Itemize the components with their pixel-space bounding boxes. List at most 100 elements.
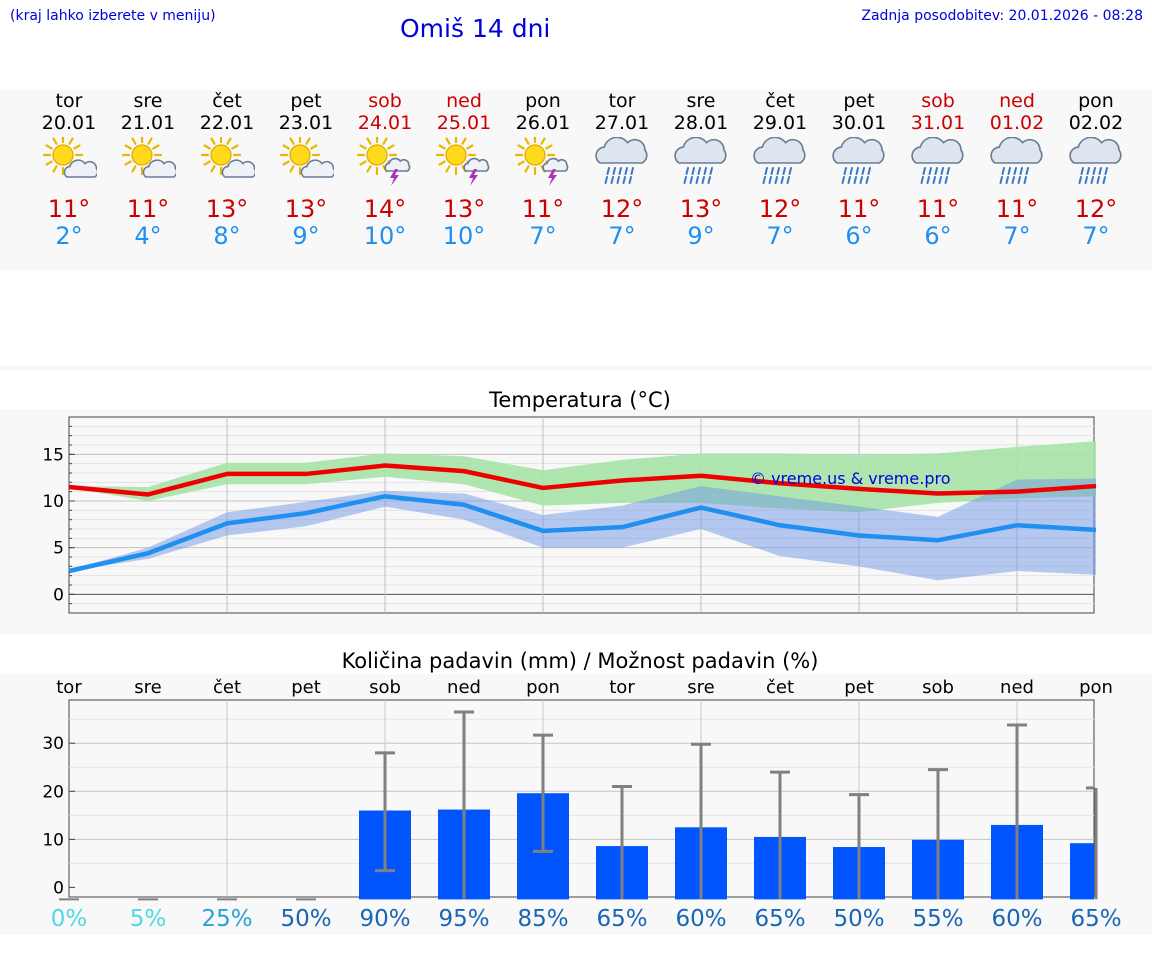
- precip-probability: 50%: [833, 906, 884, 932]
- day-name: čet: [212, 90, 242, 112]
- x-day-label: pet: [291, 677, 321, 698]
- weather-icon: [41, 134, 99, 189]
- day-name: sre: [686, 90, 716, 112]
- precip-probability: 85%: [517, 906, 568, 932]
- precipitation-chart: 0 10 20 30 tor sre čet pet sob ned pon tor sre čet pet…: [42, 677, 1121, 932]
- day-column: pet 23.01 13° 9°: [267, 90, 346, 250]
- day-name: čet: [765, 90, 795, 112]
- sun-thunder-icon: [435, 134, 490, 186]
- sun-cloud-icon: [121, 134, 178, 178]
- max-temp: 13°: [679, 195, 723, 223]
- precip-probability: 60%: [991, 906, 1042, 932]
- max-temp: 12°: [758, 195, 802, 223]
- x-day-label: pon: [526, 677, 560, 698]
- day-name: tor: [608, 90, 636, 112]
- min-temp: 7°: [1082, 222, 1110, 250]
- spacer-band: [0, 365, 1152, 371]
- x-day-label: čet: [766, 677, 794, 698]
- min-temp: 7°: [1003, 222, 1031, 250]
- rain-cloud-icon: [1069, 136, 1122, 184]
- day-column: čet 29.01 12° 7°: [741, 90, 820, 250]
- max-temp: 14°: [363, 195, 407, 223]
- precip-probability: 5%: [130, 906, 167, 932]
- precip-probability: 55%: [912, 906, 963, 932]
- max-temp-range-band: [69, 441, 1096, 513]
- max-temp: 11°: [47, 195, 91, 223]
- precip-probability: 25%: [201, 906, 252, 932]
- rain-cloud-icon: [753, 136, 806, 184]
- max-temp: 11°: [995, 195, 1039, 223]
- weather-icon: [356, 134, 413, 189]
- location-hint: (kraj lahko izberete v meniju): [10, 8, 216, 24]
- day-column: sre 28.01 13° 9°: [662, 90, 741, 250]
- y-tick-label: 5: [53, 539, 64, 559]
- x-day-label: sre: [687, 677, 714, 698]
- max-temp: 12°: [1074, 195, 1118, 223]
- day-column: čet 22.01 13° 8°: [188, 90, 267, 250]
- day-date: 02.02: [1068, 112, 1124, 134]
- max-temp-line: [68, 463, 1097, 497]
- min-temp: 10°: [363, 222, 407, 250]
- temperature-chart: 0 5 10 15 © vreme.us & vreme.pro: [42, 416, 1097, 614]
- precip-probability: 65%: [596, 906, 647, 932]
- day-name: pet: [290, 90, 322, 112]
- weather-icon: [594, 136, 650, 189]
- day-date: 22.01: [199, 112, 255, 134]
- day-date: 21.01: [120, 112, 176, 134]
- day-column: sob 24.01 14° 10°: [346, 90, 425, 250]
- forecast-band: [0, 90, 1152, 270]
- weather-icon: [199, 134, 257, 189]
- min-temp: 2°: [55, 222, 83, 250]
- sun-cloud-icon: [200, 134, 257, 178]
- x-day-label: pon: [1079, 677, 1113, 698]
- day-name: ned: [446, 90, 482, 112]
- min-temp-line: [68, 494, 1097, 574]
- weather-icon: [1068, 136, 1124, 189]
- y-tick-label: 10: [42, 830, 64, 850]
- day-column: tor 27.01 12° 7°: [583, 90, 662, 250]
- day-date: 26.01: [515, 112, 571, 134]
- day-column: ned 01.02 11° 7°: [978, 90, 1057, 250]
- min-temp: 7°: [529, 222, 557, 250]
- min-temp: 8°: [213, 222, 241, 250]
- precip-probability: 65%: [754, 906, 805, 932]
- y-tick-label: 10: [42, 492, 64, 512]
- min-temp: 10°: [442, 222, 486, 250]
- y-tick-label: 20: [42, 782, 64, 802]
- precip-probability: 0%: [51, 906, 88, 932]
- day-date: 25.01: [436, 112, 492, 134]
- min-temp: 6°: [924, 222, 952, 250]
- day-name: sob: [368, 90, 402, 112]
- day-column: pet 30.01 11° 6°: [820, 90, 899, 250]
- x-day-label: sob: [922, 677, 954, 698]
- max-temp: 11°: [126, 195, 170, 223]
- precip-probability: 65%: [1070, 906, 1121, 932]
- max-temp: 11°: [837, 195, 881, 223]
- weather-icon: [831, 136, 887, 189]
- weather-icon: [989, 136, 1045, 189]
- y-tick-label: 0: [53, 878, 64, 898]
- day-column: tor 20.01 11° 2°: [30, 90, 109, 250]
- rain-cloud-icon: [832, 136, 885, 184]
- sun-thunder-icon: [356, 134, 411, 186]
- day-date: 29.01: [752, 112, 808, 134]
- day-date: 30.01: [831, 112, 887, 134]
- min-temp: 9°: [687, 222, 715, 250]
- x-day-label: tor: [609, 677, 635, 698]
- temperature-chart-title: Temperatura (°C): [489, 388, 671, 412]
- weather-icon: [752, 136, 808, 189]
- day-name: pon: [525, 90, 561, 112]
- precip-probability: 50%: [280, 906, 331, 932]
- precipitation-chart-title: Količina padavin (mm) / Možnost padavin …: [341, 649, 819, 673]
- min-temp: 7°: [766, 222, 794, 250]
- y-tick-label: 15: [42, 445, 64, 465]
- weather-icon: [278, 134, 336, 189]
- x-day-label: ned: [1000, 677, 1034, 698]
- day-name: tor: [55, 90, 83, 112]
- day-name: pon: [1078, 90, 1114, 112]
- weather-icon: [910, 136, 966, 189]
- rain-cloud-icon: [990, 136, 1043, 184]
- day-name: sre: [133, 90, 163, 112]
- max-temp: 11°: [521, 195, 565, 223]
- x-day-label: sob: [369, 677, 401, 698]
